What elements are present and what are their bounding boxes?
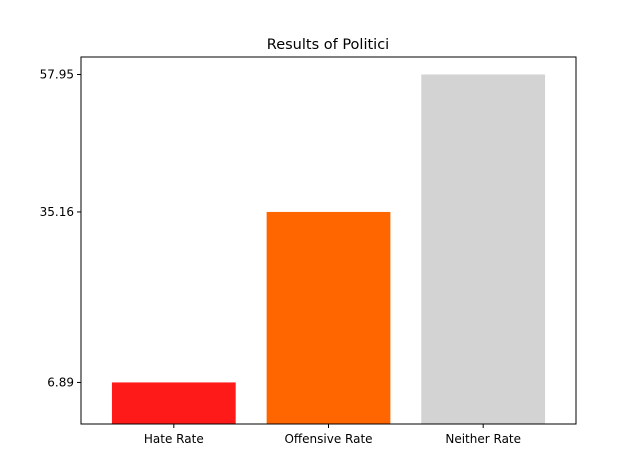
x-tick-label-hate-rate: Hate Rate	[144, 432, 204, 446]
bar-neither-rate	[421, 74, 546, 425]
x-axis: Hate Rate Offensive Rate Neither Rate	[144, 424, 521, 446]
x-tick-label-neither-rate: Neither Rate	[445, 432, 521, 446]
bar-offensive-rate	[266, 211, 391, 424]
y-tick-label-6-89: 6.89	[47, 375, 74, 389]
y-axis: 6.89 35.16 57.95	[40, 67, 81, 389]
y-tick-label-57-95: 57.95	[40, 67, 74, 81]
x-tick-label-offensive-rate: Offensive Rate	[284, 432, 372, 446]
bars	[111, 74, 546, 425]
bar-hate-rate	[111, 382, 236, 424]
chart-title: Results of Politici	[267, 37, 389, 53]
y-tick-label-35-16: 35.16	[40, 205, 74, 219]
